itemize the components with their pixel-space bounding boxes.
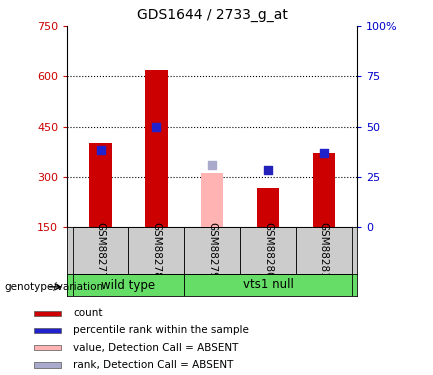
- Text: percentile rank within the sample: percentile rank within the sample: [73, 326, 249, 335]
- Bar: [34, 328, 61, 333]
- Bar: [34, 345, 61, 350]
- Point: [265, 167, 271, 173]
- Bar: [129, 227, 184, 274]
- Text: GSM88281: GSM88281: [319, 222, 329, 279]
- Bar: [201, 173, 223, 227]
- Text: count: count: [73, 308, 103, 318]
- Bar: [184, 227, 240, 274]
- Text: rank, Detection Call = ABSENT: rank, Detection Call = ABSENT: [73, 360, 233, 370]
- Text: value, Detection Call = ABSENT: value, Detection Call = ABSENT: [73, 343, 239, 352]
- Bar: [296, 227, 352, 274]
- Text: GSM88280: GSM88280: [263, 222, 273, 279]
- Bar: [73, 274, 184, 296]
- Text: GSM88278: GSM88278: [152, 222, 162, 279]
- Bar: [34, 362, 61, 368]
- Bar: [73, 227, 129, 274]
- Point: [97, 147, 104, 153]
- Bar: [313, 153, 335, 227]
- Bar: [257, 188, 279, 227]
- Text: GSM88279: GSM88279: [207, 222, 217, 279]
- Text: wild type: wild type: [101, 279, 155, 291]
- Point: [209, 162, 216, 168]
- Text: genotype/variation: genotype/variation: [4, 282, 103, 292]
- Text: GSM88277: GSM88277: [96, 222, 106, 279]
- Bar: [34, 310, 61, 316]
- Bar: [145, 70, 168, 227]
- Bar: [240, 227, 296, 274]
- Bar: [90, 143, 112, 227]
- Point: [320, 150, 327, 156]
- Point: [153, 123, 160, 129]
- Text: vts1 null: vts1 null: [242, 279, 294, 291]
- Title: GDS1644 / 2733_g_at: GDS1644 / 2733_g_at: [137, 9, 288, 22]
- Bar: [184, 274, 352, 296]
